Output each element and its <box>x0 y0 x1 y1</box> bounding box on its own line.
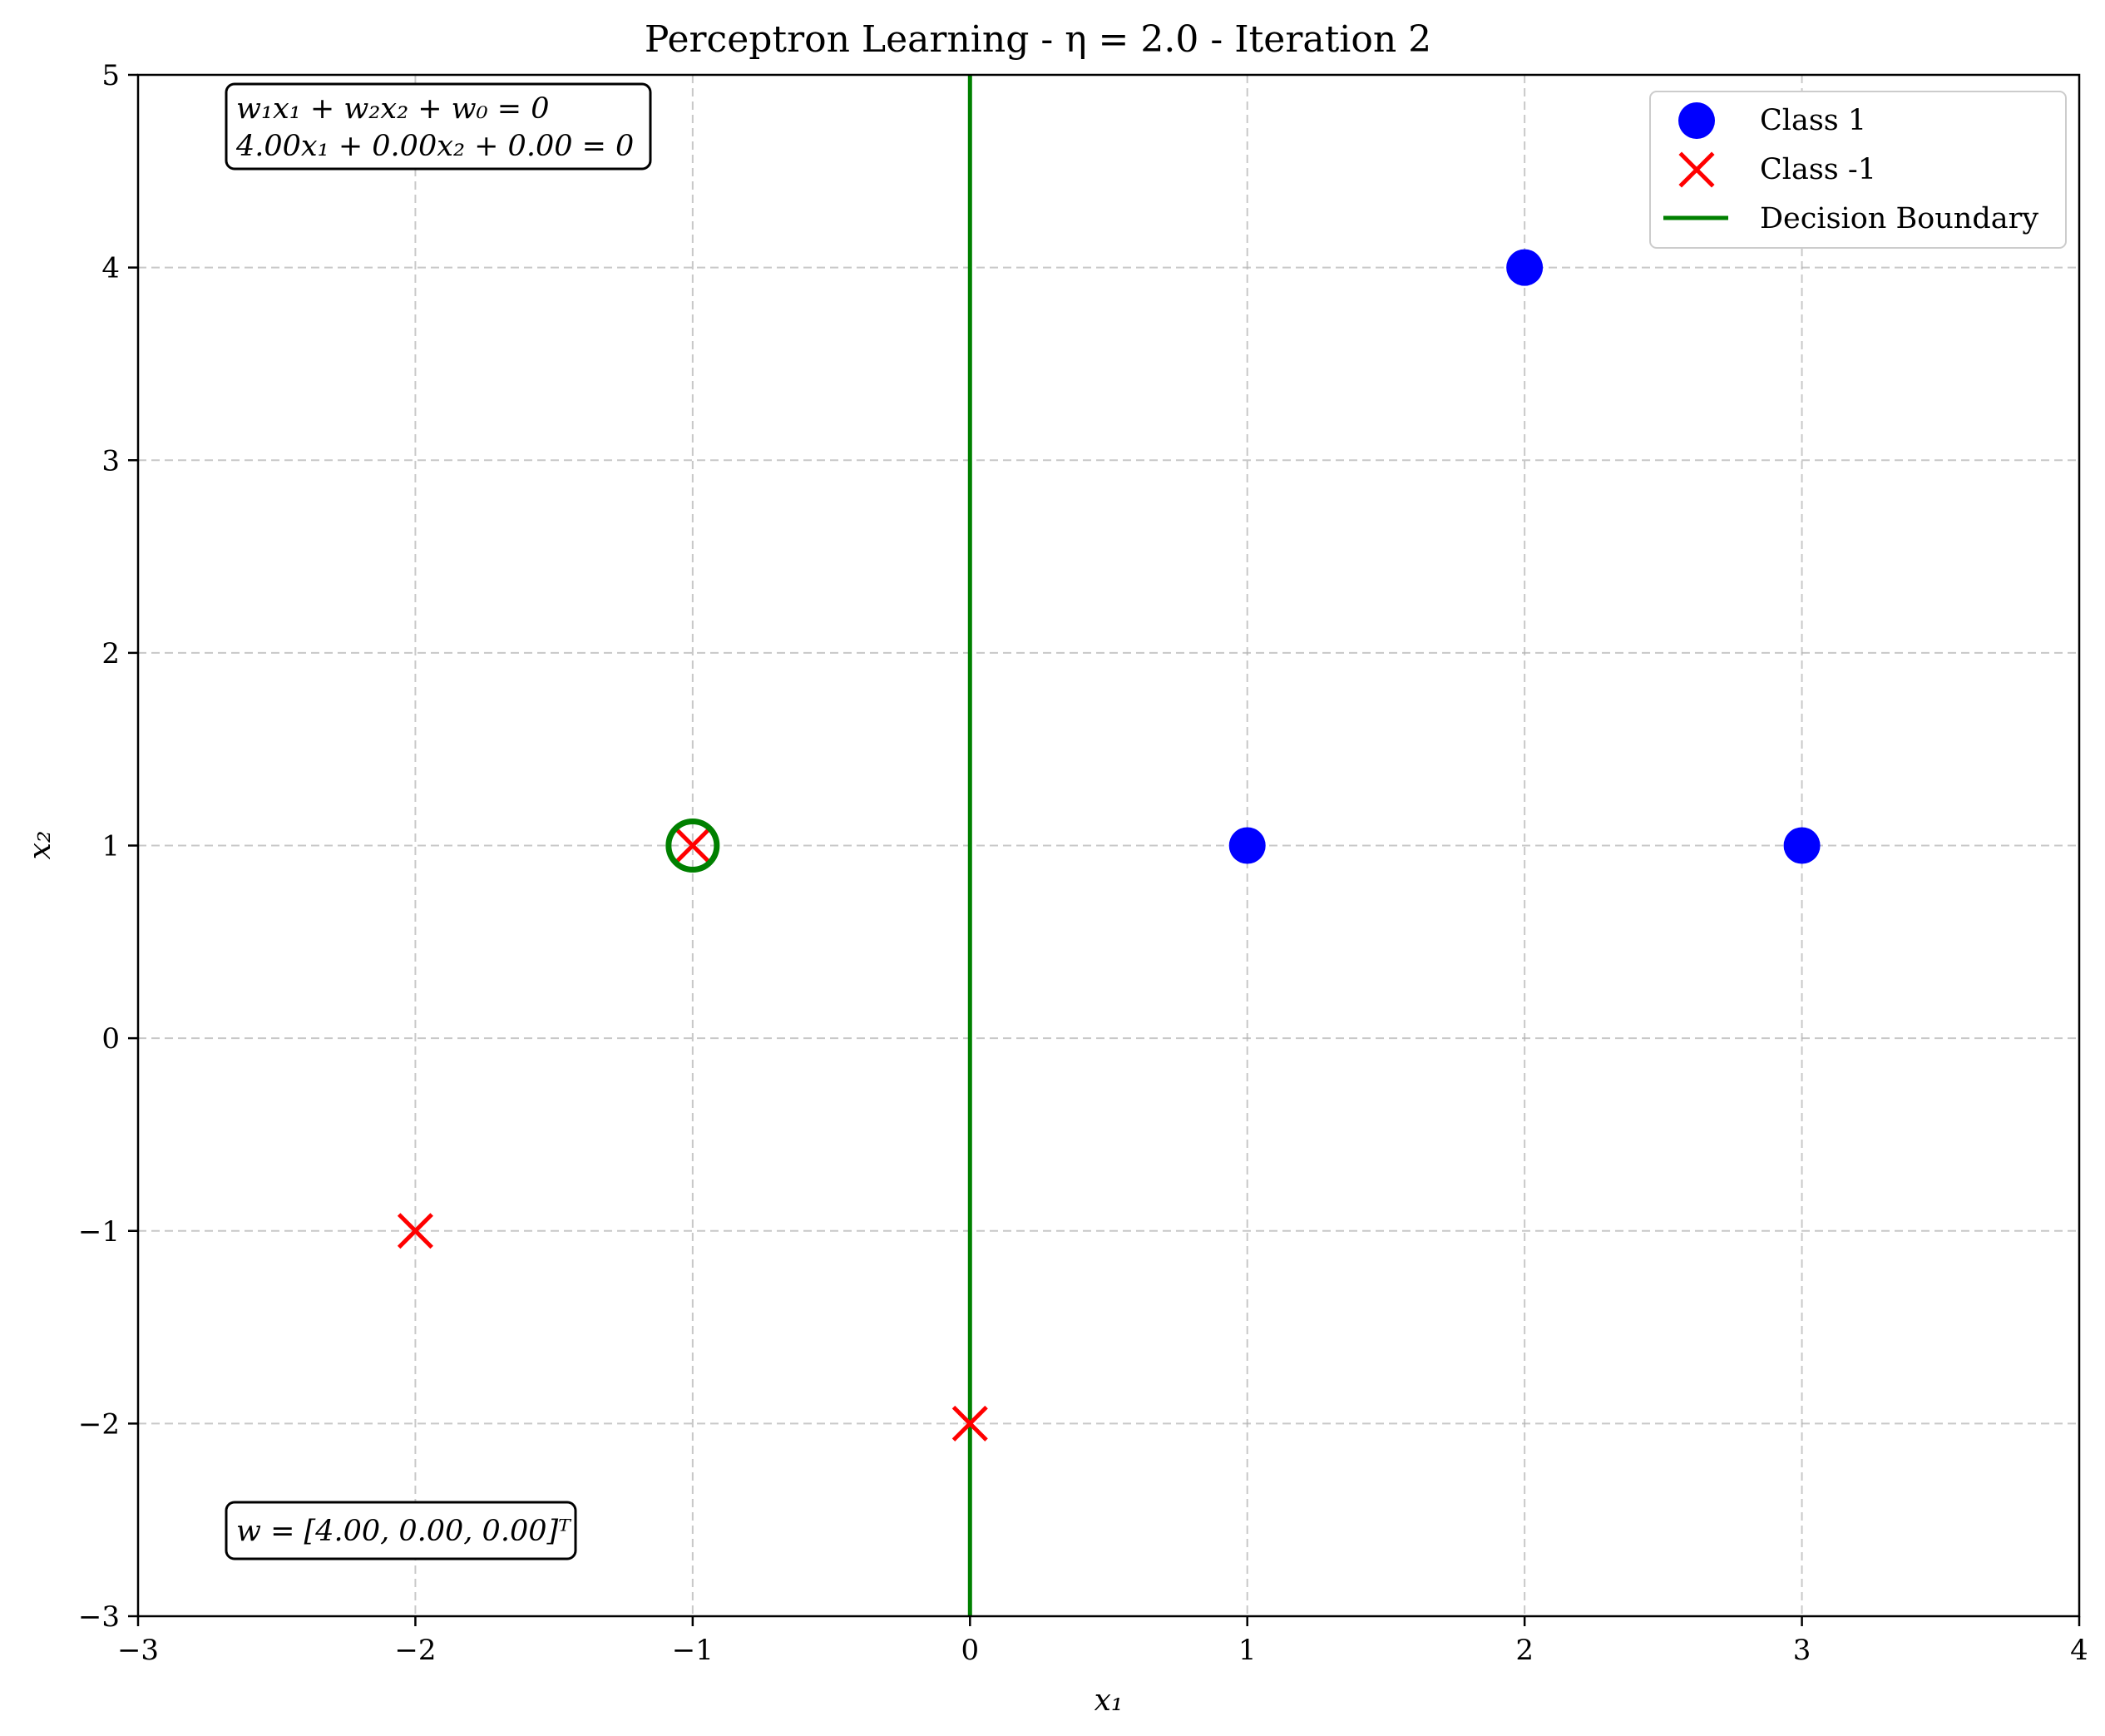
y-tick-label: 3 <box>101 444 120 477</box>
legend-class1-label: Class 1 <box>1760 104 1866 137</box>
legend-box <box>1649 91 2067 249</box>
y-tick-label: 5 <box>101 59 120 92</box>
y-axis-ticks: −3 −2 −1 0 1 2 3 4 5 <box>78 59 138 1634</box>
legend-class1-marker <box>1678 102 1715 139</box>
grid <box>138 75 2079 1616</box>
x-tick-label: 2 <box>1515 1634 1534 1667</box>
weights-box <box>225 1501 577 1560</box>
x-axis-label: x₁ <box>1095 1684 1124 1718</box>
highlighted-point-ring <box>665 819 720 873</box>
equation-box <box>225 82 652 171</box>
weights-annotation: w = [4.00, 0.00, 0.00]ᵀ <box>225 1501 577 1560</box>
x-marker-stroke <box>951 1405 988 1442</box>
class-neg1-point <box>951 1405 988 1442</box>
equation-current: 4.00x₁ + 0.00x₂ + 0.00 = 0 <box>235 130 634 163</box>
chart-title: Perceptron Learning - η = 2.0 - Iteratio… <box>645 18 1431 61</box>
x-tick-label: −3 <box>117 1634 159 1667</box>
legend: Class 1 Class -1 Decision Boundary <box>1649 91 2067 249</box>
legend-boundary-label: Decision Boundary <box>1760 202 2038 235</box>
y-tick-label: −2 <box>78 1407 120 1441</box>
x-tick-label: 3 <box>1793 1634 1811 1667</box>
x-marker-stroke <box>674 827 711 864</box>
class1-point <box>1228 827 1266 864</box>
class-neg1-point <box>397 1213 433 1249</box>
x-tick-label: 4 <box>2070 1634 2088 1667</box>
y-axis-label: x₂ <box>23 831 57 860</box>
y-tick-label: 1 <box>101 830 120 863</box>
equation-annotation: w₁x₁ + w₂x₂ + w₀ = 0 4.00x₁ + 0.00x₂ + 0… <box>225 82 652 171</box>
weights-text: w = [4.00, 0.00, 0.00]ᵀ <box>236 1515 572 1548</box>
class1-point <box>1506 249 1544 286</box>
x-tick-label: 0 <box>961 1634 979 1667</box>
data-points <box>397 249 1821 1442</box>
equation-general: w₁x₁ + w₂x₂ + w₀ = 0 <box>236 92 550 126</box>
legend-class-neg1-marker <box>1678 151 1715 188</box>
y-tick-label: −3 <box>78 1600 120 1634</box>
y-tick-label: −1 <box>78 1215 120 1249</box>
y-tick-label: 4 <box>101 252 120 285</box>
y-tick-label: 2 <box>101 637 120 670</box>
x-tick-label: 1 <box>1238 1634 1257 1667</box>
y-tick-label: 0 <box>101 1022 120 1056</box>
x-tick-label: −2 <box>394 1634 436 1667</box>
x-axis-ticks: −3 −2 −1 0 1 2 3 4 <box>117 1616 2088 1667</box>
x-tick-label: −1 <box>672 1634 714 1667</box>
x-marker-stroke <box>397 1213 433 1249</box>
class-neg1-point <box>674 827 711 864</box>
class1-point <box>1783 827 1821 864</box>
legend-class-neg1-label: Class -1 <box>1760 153 1876 186</box>
